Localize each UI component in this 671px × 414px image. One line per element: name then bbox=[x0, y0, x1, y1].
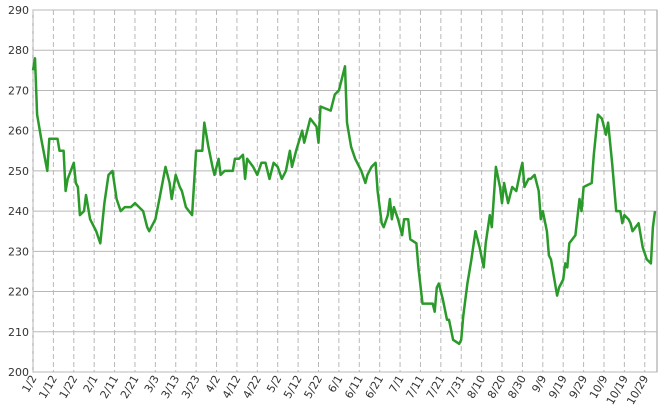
y-tick-label: 230 bbox=[8, 245, 29, 258]
x-tick-label: 3/13 bbox=[159, 373, 183, 401]
x-tick-label: 8/20 bbox=[485, 373, 509, 401]
x-tick-label: 2/1 bbox=[81, 373, 101, 395]
x-tick-label: 7/1 bbox=[387, 373, 407, 395]
x-tick-label: 2/11 bbox=[98, 373, 122, 401]
y-tick-label: 290 bbox=[8, 4, 29, 17]
x-tick-label: 6/21 bbox=[363, 373, 387, 401]
y-tick-label: 260 bbox=[8, 125, 29, 138]
x-tick-label: 9/29 bbox=[567, 373, 591, 401]
x-tick-label: 7/31 bbox=[444, 373, 468, 401]
price-line bbox=[31, 57, 657, 346]
y-tick-label: 200 bbox=[8, 366, 29, 379]
y-tick-label: 280 bbox=[8, 44, 29, 57]
x-tick-label: 3/3 bbox=[142, 373, 162, 395]
x-tick-label: 5/12 bbox=[281, 373, 305, 401]
x-tick-label: 6/1 bbox=[325, 373, 345, 395]
x-tick-label: 6/11 bbox=[342, 373, 366, 401]
x-tick-label: 1/22 bbox=[57, 373, 81, 401]
y-tick-label: 220 bbox=[8, 286, 29, 299]
y-tick-label: 250 bbox=[8, 165, 29, 178]
x-tick-label: 7/11 bbox=[403, 373, 427, 401]
x-tick-label: 9/19 bbox=[546, 373, 570, 401]
y-tick-label: 210 bbox=[8, 326, 29, 339]
x-tick-label: 5/2 bbox=[264, 373, 284, 395]
x-tick-label: 2/21 bbox=[118, 373, 142, 401]
x-tick-label: 3/23 bbox=[179, 373, 203, 401]
x-tick-label: 4/22 bbox=[240, 373, 264, 401]
y-tick-label: 270 bbox=[8, 84, 29, 97]
x-tick-label: 8/10 bbox=[465, 373, 489, 401]
x-tick-label: 5/22 bbox=[301, 373, 325, 401]
x-tick-label: 4/12 bbox=[220, 373, 244, 401]
x-tick-label: 9/9 bbox=[529, 373, 549, 395]
x-tick-label: 8/30 bbox=[505, 373, 529, 401]
x-tick-label: 4/2 bbox=[203, 373, 223, 395]
x-tick-label: 1/12 bbox=[36, 373, 60, 401]
y-tick-label: 240 bbox=[8, 205, 29, 218]
x-tick-label: 7/21 bbox=[424, 373, 448, 401]
